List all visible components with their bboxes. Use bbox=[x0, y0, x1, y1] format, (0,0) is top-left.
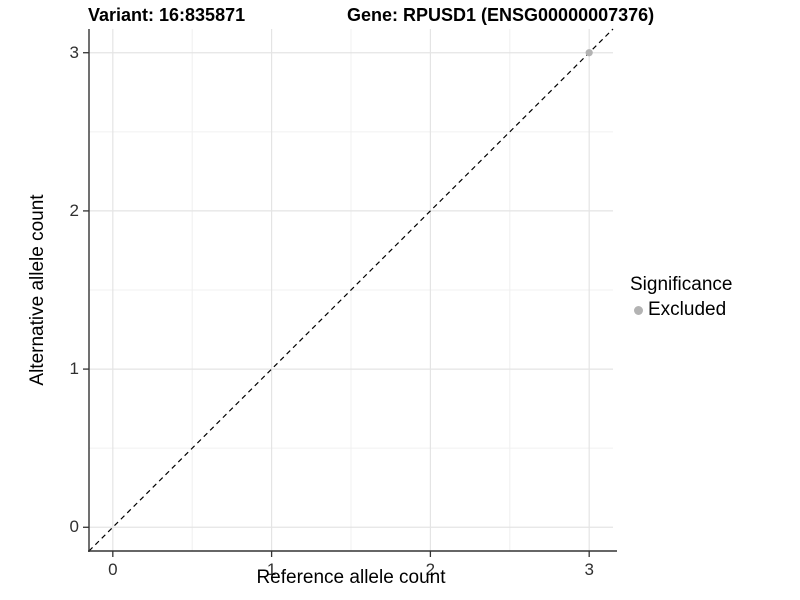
legend-item-label: Excluded bbox=[648, 299, 727, 320]
legend-title: Significance bbox=[630, 274, 733, 295]
x-tick-label: 2 bbox=[425, 560, 436, 579]
variant-title: Variant: 16:835871 bbox=[88, 5, 246, 25]
legend: Significance Excluded bbox=[630, 274, 732, 321]
identity-reference-line bbox=[88, 28, 614, 552]
y-tick-label: 2 bbox=[69, 200, 79, 220]
x-tick-label: 3 bbox=[584, 560, 594, 579]
x-axis-label: Reference allele count bbox=[256, 567, 446, 588]
gene-title: Gene: RPUSD1 (ENSG00000007376) bbox=[347, 5, 655, 25]
x-tick-label: 1 bbox=[266, 560, 277, 579]
excluded-point-icon bbox=[634, 305, 643, 315]
x-tick-label: 0 bbox=[108, 560, 118, 579]
y-tick-label: 1 bbox=[69, 359, 79, 379]
y-axis-label: Alternative allele count bbox=[27, 194, 48, 386]
data-point-excluded bbox=[585, 49, 593, 57]
y-tick-label: 0 bbox=[69, 517, 79, 537]
y-tick-label: 3 bbox=[69, 42, 79, 62]
legend-item-excluded: Excluded bbox=[630, 299, 732, 321]
